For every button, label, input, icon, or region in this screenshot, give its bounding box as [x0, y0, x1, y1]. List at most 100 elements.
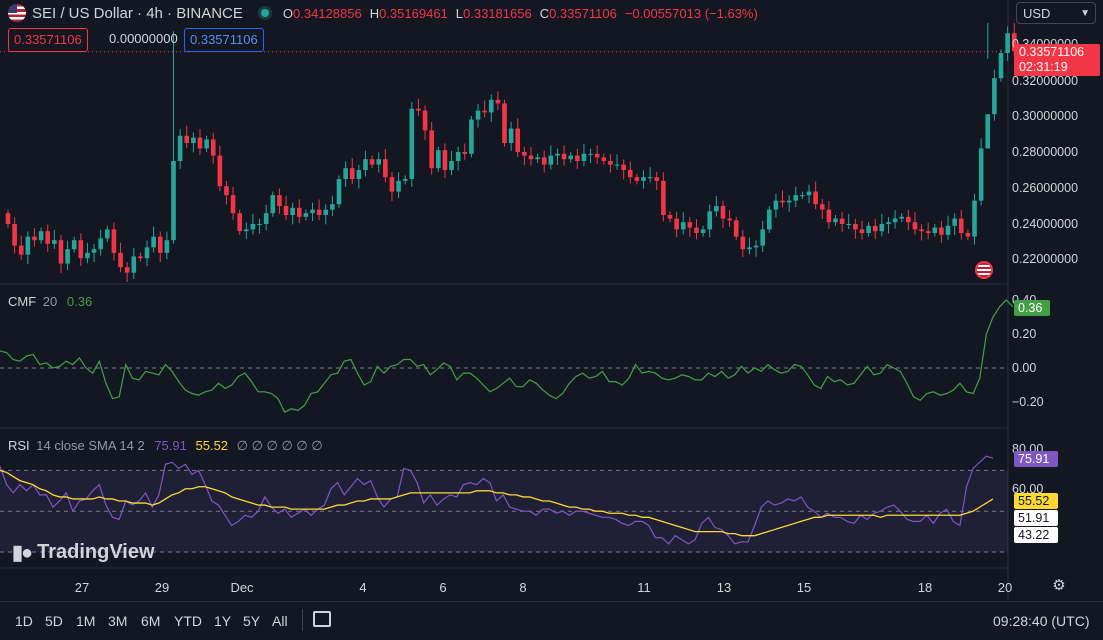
candle-body	[747, 247, 752, 250]
symbol-header: SEI / US Dollar · 4h · BINANCE O0.341288…	[8, 3, 766, 23]
tradingview-watermark: ▮● TradingView	[12, 540, 155, 565]
candle-body	[899, 216, 904, 219]
price-tick: 0.22000000	[1012, 252, 1079, 266]
range-5y[interactable]: 5Y	[243, 613, 261, 629]
candle-body	[800, 195, 805, 197]
watermark-label: TradingView	[37, 541, 155, 563]
candle-body	[177, 135, 183, 161]
candle-body	[204, 139, 209, 149]
range-ytd[interactable]: YTD	[174, 613, 202, 629]
cmf-legend[interactable]: CMF 20 0.36	[8, 294, 92, 309]
candle-body	[436, 150, 441, 169]
candle-body	[714, 206, 719, 212]
price-tick: 0.30000000	[1012, 109, 1079, 123]
candle-body	[197, 137, 203, 149]
candle-body	[760, 229, 765, 246]
candle-body	[555, 153, 560, 156]
cmf-value-tag: 0.36	[1014, 300, 1050, 316]
candle-body	[45, 231, 51, 244]
candle-body	[416, 108, 421, 111]
candle-body	[541, 157, 547, 165]
candle-body	[65, 249, 70, 264]
time-tick: 8	[519, 580, 527, 595]
sell-button[interactable]: 0.33571106	[8, 28, 88, 52]
candle-body	[581, 153, 587, 161]
candle-body	[793, 195, 799, 201]
candle-body	[952, 218, 957, 226]
candle-body	[985, 114, 991, 149]
candle-body	[992, 78, 997, 115]
buy-button[interactable]: 0.33571106	[184, 28, 264, 52]
candle-body	[575, 155, 580, 161]
candle-body	[528, 155, 534, 160]
candle-body	[52, 240, 57, 244]
date-range-icon[interactable]	[313, 611, 331, 627]
rsi-sma-value: 55.52	[195, 438, 229, 453]
candle-body	[866, 225, 871, 233]
candle-body	[138, 256, 143, 259]
cmf-axis-tick: 0.20	[1012, 327, 1037, 341]
candle-body	[1005, 33, 1010, 53]
candle-body	[740, 236, 746, 250]
rsi-axis-tick: 60.00	[1012, 482, 1044, 496]
range-separator	[302, 609, 303, 631]
candle-body	[5, 213, 11, 224]
symbol-title[interactable]: SEI / US Dollar · 4h · BINANCE	[32, 4, 243, 22]
candle-body	[283, 206, 289, 215]
time-tick: 18	[917, 580, 933, 595]
us-flag-icon	[8, 4, 26, 22]
ohlc-low: L0.33181656	[455, 5, 532, 21]
candle-body	[839, 218, 845, 224]
candle-body	[389, 177, 395, 192]
ohlc-open: O0.34128856	[282, 5, 362, 21]
candle-body	[601, 157, 607, 161]
candle-body	[475, 110, 481, 120]
rsi-legend[interactable]: RSI 14 close SMA 14 2 75.91 55.52 ∅ ∅ ∅ …	[8, 438, 323, 454]
settings-icon[interactable]: ⚙	[1052, 577, 1066, 594]
range-6m[interactable]: 6M	[141, 613, 161, 629]
candle-body	[91, 249, 97, 253]
candle-body	[998, 53, 1004, 79]
rsi-upper-band-tag: 51.91	[1014, 510, 1058, 526]
candle-body	[727, 218, 732, 221]
time-tick: 6	[439, 580, 447, 595]
currency-select[interactable]: USD ▼	[1016, 2, 1096, 24]
candle-body	[515, 128, 521, 152]
candle-body	[25, 236, 31, 255]
ohlc-close: C0.33571106	[539, 5, 617, 21]
candle-body	[958, 218, 964, 233]
rsi-name: RSI	[8, 438, 30, 453]
candle-body	[263, 213, 269, 224]
flag-marker-icon[interactable]	[975, 261, 993, 279]
time-tick: Dec	[230, 580, 254, 595]
time-tick: 20	[997, 580, 1013, 595]
cmf-value: 0.36	[66, 294, 93, 309]
candle-body	[376, 159, 382, 165]
candle-body	[210, 139, 216, 156]
candle-body	[316, 209, 322, 215]
candle-body	[634, 177, 640, 181]
candle-body	[164, 240, 170, 253]
candle-body	[402, 179, 408, 181]
candle-body	[105, 229, 110, 239]
candle-body	[157, 236, 163, 253]
range-1d[interactable]: 1D	[15, 613, 33, 629]
candle-body	[38, 231, 44, 241]
range-3m[interactable]: 3M	[108, 613, 128, 629]
candle-body	[78, 240, 84, 259]
candle-body	[932, 227, 938, 233]
candle-body	[118, 252, 123, 268]
candle-body	[151, 236, 156, 248]
candle-body	[846, 224, 852, 225]
cmf-line	[0, 299, 1014, 414]
utc-clock[interactable]: 09:28:40 (UTC)	[993, 613, 1090, 629]
candle-body	[323, 209, 329, 215]
range-all[interactable]: All	[272, 613, 288, 629]
range-1m[interactable]: 1M	[76, 613, 96, 629]
range-1y[interactable]: 1Y	[214, 613, 232, 629]
spread-value: 0.00000000	[109, 31, 178, 46]
range-5d[interactable]: 5D	[45, 613, 63, 629]
candle-body	[859, 229, 865, 233]
candle-body	[535, 157, 540, 160]
